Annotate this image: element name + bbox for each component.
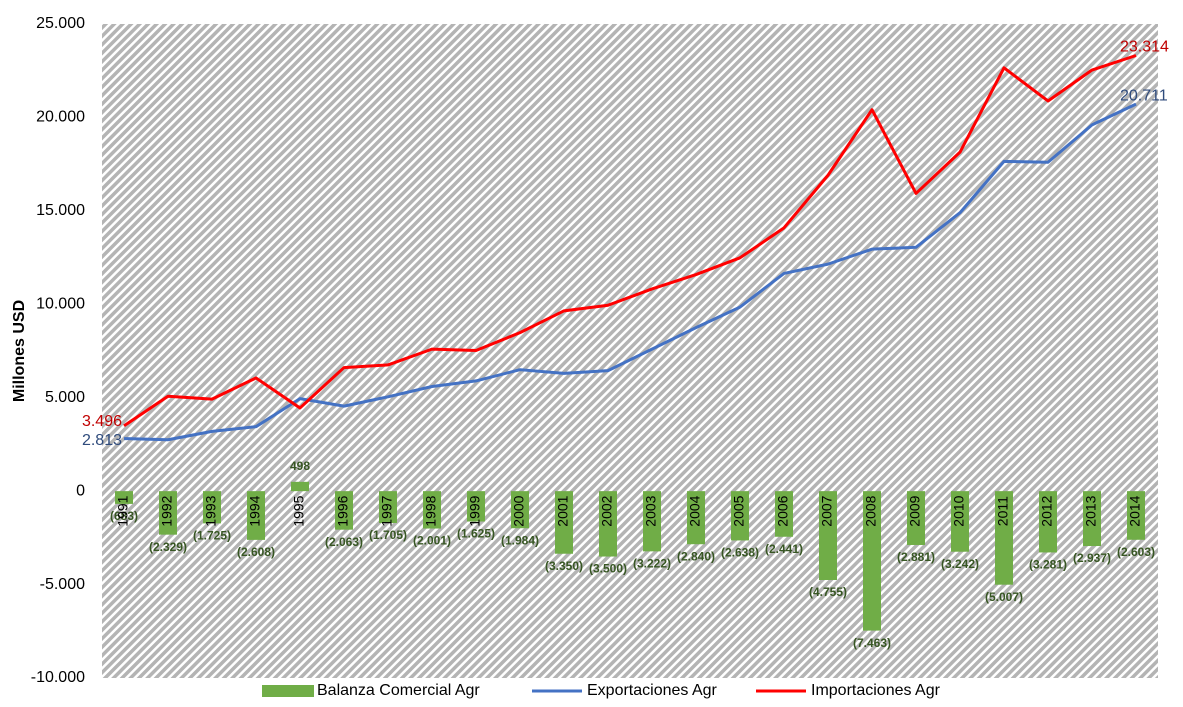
bar	[731, 491, 749, 541]
x-tick-label: 1992	[159, 495, 175, 526]
bar-label: (3.242)	[941, 557, 979, 571]
bar-label: (1.725)	[193, 529, 231, 543]
bar-label: (1.705)	[369, 528, 407, 542]
x-tick-label: 1993	[203, 495, 219, 526]
bar-label: (1.984)	[501, 533, 539, 547]
x-tick-label: 2002	[599, 495, 615, 526]
x-tick-label: 2006	[775, 495, 791, 526]
bar	[511, 491, 529, 529]
line-label: 23.314	[1120, 39, 1169, 56]
bar	[335, 491, 353, 530]
bar-label: (2.603)	[1117, 545, 1155, 559]
bar	[115, 491, 133, 504]
bar	[555, 491, 573, 554]
bar	[907, 491, 925, 545]
x-tick-label: 1997	[379, 495, 395, 526]
x-tick-label: 2009	[907, 495, 923, 526]
x-tick-label: 2007	[819, 495, 835, 526]
bar-label: (2.001)	[413, 534, 451, 548]
bar-label: (3.281)	[1029, 558, 1067, 572]
bar-label: (3.350)	[545, 559, 583, 573]
bar	[599, 491, 617, 557]
bar	[291, 481, 309, 492]
bar-label: (2.329)	[149, 540, 187, 554]
bar	[1039, 491, 1057, 553]
bar-label: (2.937)	[1073, 551, 1111, 565]
x-tick-label: 2008	[863, 495, 879, 526]
bar-label: (1.625)	[457, 527, 495, 541]
y-tick-label: 5.000	[45, 389, 85, 406]
bar-label: (2.441)	[765, 542, 803, 556]
x-tick-label: 2000	[511, 495, 527, 526]
bar	[775, 491, 793, 537]
y-tick-label: 10.000	[36, 296, 85, 313]
bar-label: (5.007)	[985, 590, 1023, 604]
bar	[1127, 491, 1145, 540]
x-tick-label: 1996	[335, 495, 351, 526]
bar-label: (683)	[110, 509, 138, 523]
bar-label: (2.608)	[237, 545, 275, 559]
x-tick-label: 2004	[687, 495, 703, 526]
legend-swatch	[262, 685, 314, 697]
legend-label: Importaciones Agr	[811, 682, 941, 699]
bar	[687, 491, 705, 545]
bar-label: (7.463)	[853, 636, 891, 650]
y-tick-label: -5.000	[40, 576, 85, 593]
x-tick-label: 2003	[643, 495, 659, 526]
x-tick-label: 2010	[951, 495, 967, 526]
bar	[247, 491, 265, 540]
bar	[203, 491, 221, 524]
y-axis-label: Millones USD	[11, 300, 28, 402]
bar-label: (3.500)	[589, 562, 627, 576]
y-tick-label: 20.000	[36, 109, 85, 126]
x-tick-label: 2013	[1083, 495, 1099, 526]
bar-label: (2.840)	[677, 549, 715, 563]
bar-label: (2.063)	[325, 535, 363, 549]
y-tick-label: -10.000	[31, 669, 85, 686]
x-tick-label: 2014	[1127, 495, 1143, 526]
x-tick-label: 1991	[115, 495, 131, 526]
bar-label: 498	[290, 459, 310, 473]
bar	[1083, 491, 1101, 547]
bar-label: (2.881)	[897, 550, 935, 564]
bar	[159, 491, 177, 535]
x-tick-label: 1999	[467, 495, 483, 526]
x-tick-label: 2011	[995, 496, 1011, 526]
line-label: 2.813	[82, 432, 122, 449]
bar-label: (3.222)	[633, 557, 671, 571]
y-tick-label: 25.000	[36, 15, 85, 32]
bar-label: (2.638)	[721, 546, 759, 560]
legend-label: Balanza Comercial Agr	[317, 682, 480, 699]
x-tick-label: 2005	[731, 495, 747, 526]
line-label: 20.711	[1120, 87, 1168, 104]
bar	[643, 491, 661, 552]
x-tick-label: 2012	[1039, 495, 1055, 526]
bar	[379, 491, 397, 524]
x-tick-label: 1995	[291, 495, 307, 526]
bar	[995, 491, 1013, 585]
x-tick-label: 1994	[247, 495, 263, 526]
y-tick-label: 0	[76, 482, 85, 499]
bar-label: (4.755)	[809, 585, 847, 599]
x-tick-label: 2001	[555, 495, 571, 526]
bar	[467, 491, 485, 522]
bar	[863, 491, 881, 631]
line-label: 3.496	[82, 413, 122, 430]
bar	[423, 491, 441, 529]
legend-label: Exportaciones Agr	[587, 682, 718, 699]
x-tick-label: 1998	[423, 495, 439, 526]
y-tick-label: 15.000	[36, 202, 85, 219]
bar	[819, 491, 837, 580]
bar	[951, 491, 969, 552]
plot-background	[102, 24, 1158, 678]
line	[123, 54, 1137, 428]
